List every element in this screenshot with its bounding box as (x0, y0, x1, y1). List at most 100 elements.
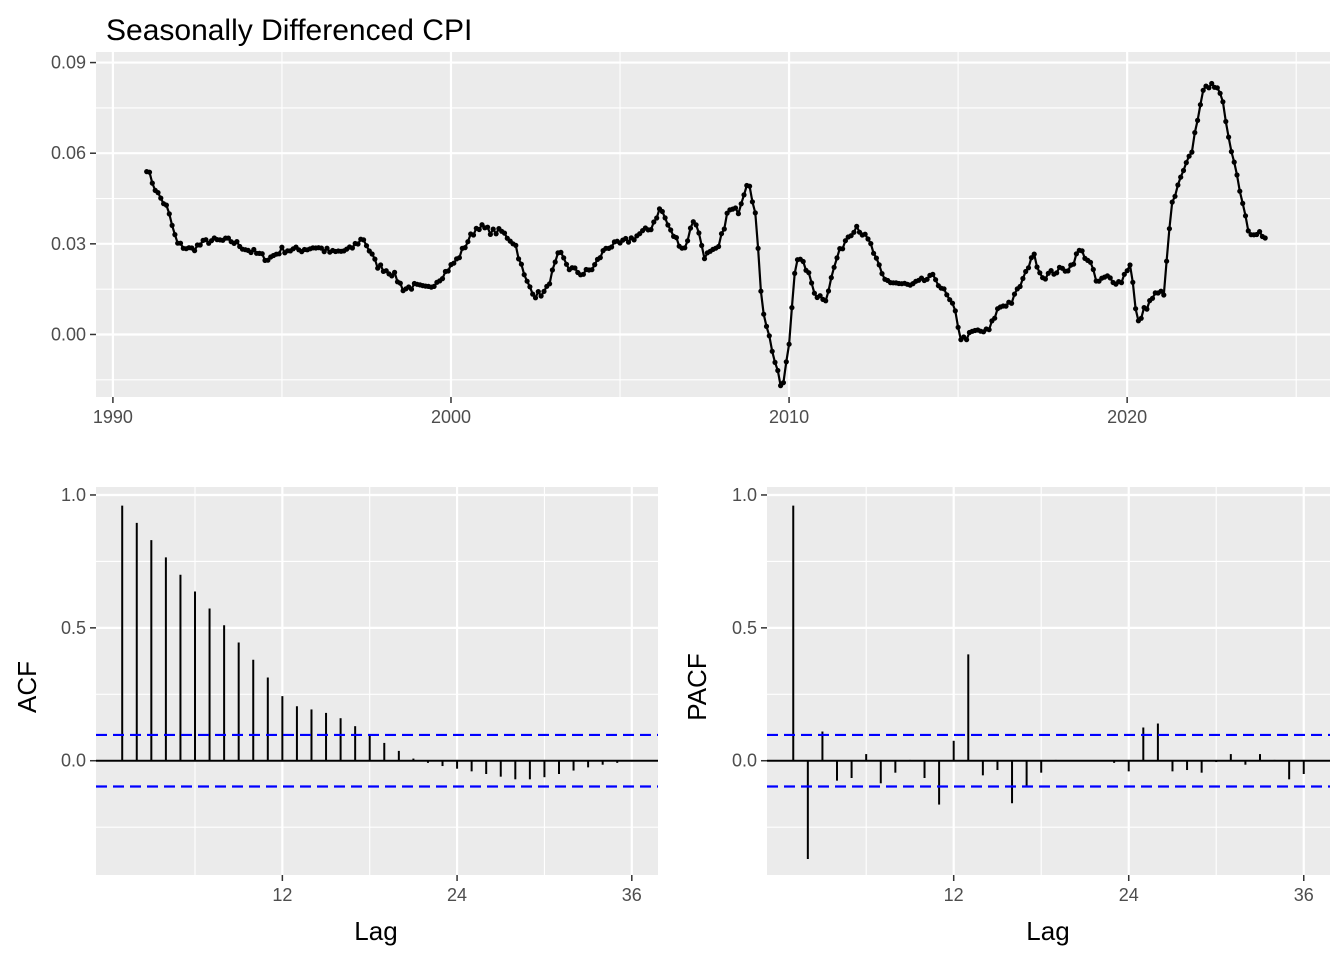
cpi-data-point (149, 180, 155, 186)
cpi-data-point (800, 258, 806, 265)
cpi-data-point (597, 255, 603, 261)
cpi-data-point (1034, 264, 1040, 270)
cpi-data-point (276, 251, 282, 257)
cpi-data-point (487, 231, 493, 237)
cpi-data-point (558, 249, 564, 255)
cpi-data-point (552, 259, 558, 265)
cpi-data-point (834, 255, 840, 261)
cpi-data-point (1011, 291, 1018, 297)
pacf-y-axis-title: PACF (682, 653, 712, 720)
cpi-data-point (659, 208, 665, 215)
cpi-data-point (609, 244, 615, 250)
cpi-data-point (1178, 174, 1184, 180)
cpi-data-point (786, 341, 792, 347)
cpi-data-point (1166, 226, 1172, 232)
cpi-data-point (527, 284, 533, 290)
cpi-data-point (1107, 275, 1113, 281)
cpi-data-point (392, 269, 398, 275)
cpi-data-point (1037, 270, 1043, 276)
cpi-data-point (516, 256, 522, 262)
cpi-data-point (851, 229, 857, 235)
cpi-data-point (197, 242, 203, 248)
cpi-data-point (716, 243, 722, 250)
cpi-x-tick-label: 2020 (1107, 407, 1147, 427)
cpi-data-point (349, 245, 355, 251)
acf-y-tick-label: 0.5 (61, 618, 86, 638)
cpi-data-point (986, 327, 992, 333)
cpi-plot: 1990 2000 2010 2020 0.00 0.03 0.06 0.09 (51, 52, 1330, 427)
cpi-data-point (158, 195, 164, 201)
cpi-data-point (823, 298, 829, 304)
cpi-data-point (1262, 235, 1268, 241)
cpi-data-point (490, 226, 496, 232)
cpi-data-point (1217, 90, 1223, 96)
cpi-data-point (654, 215, 660, 221)
pacf-x-axis-title: Lag (1026, 916, 1069, 946)
cpi-data-point (1054, 270, 1060, 276)
cpi-data-point (163, 202, 169, 208)
cpi-data-point (456, 255, 462, 261)
cpi-data-point (1234, 172, 1240, 178)
cpi-data-point (1245, 228, 1251, 234)
cpi-data-point (665, 222, 671, 228)
cpi-data-point (651, 219, 657, 225)
cpi-data-point (1048, 268, 1054, 274)
cpi-data-point (279, 244, 285, 250)
cpi-data-point (718, 231, 725, 237)
cpi-data-point (1118, 280, 1125, 286)
cpi-data-point (811, 290, 818, 296)
cpi-data-point (735, 211, 742, 217)
cpi-data-point (1130, 279, 1136, 285)
cpi-data-point (372, 256, 378, 262)
cpi-data-point (930, 271, 936, 277)
cpi-data-point (763, 323, 770, 329)
cpi-data-point (1226, 134, 1232, 140)
cpi-data-point (549, 267, 556, 273)
cpi-data-point (470, 232, 477, 238)
cpi-data-point (1031, 251, 1037, 257)
cpi-data-point (318, 245, 324, 251)
cpi-data-point (465, 239, 471, 245)
cpi-data-point (871, 250, 877, 256)
cpi-data-point (1133, 306, 1139, 312)
cpi-data-point (1209, 80, 1215, 87)
cpi-data-point (933, 277, 939, 283)
pacf-y-tick-label: 0.5 (732, 618, 757, 638)
cpi-data-point (1220, 99, 1226, 105)
cpi-data-point (1025, 265, 1032, 271)
cpi-data-point (439, 276, 446, 282)
cpi-data-point (876, 262, 882, 268)
cpi-data-point (809, 280, 815, 286)
cpi-data-point (324, 245, 330, 251)
cpi-data-point (1228, 149, 1234, 155)
cpi-data-point (673, 235, 680, 241)
cpi-data-point (1186, 153, 1192, 159)
cpi-data-point (699, 242, 705, 249)
cpi-data-point (732, 205, 739, 211)
acf-x-tick-label: 36 (622, 885, 642, 905)
cpi-data-point (766, 333, 772, 339)
cpi-data-point (873, 255, 880, 261)
cpi-data-point (1073, 251, 1079, 257)
cpi-data-point (561, 255, 567, 261)
cpi-data-point (701, 256, 708, 262)
cpi-data-point (1240, 200, 1246, 206)
cpi-data-point (769, 348, 775, 354)
cpi-data-point (1223, 118, 1229, 125)
cpi-data-point (648, 227, 654, 233)
cpi-data-point (752, 210, 758, 216)
cpi-data-point (369, 251, 375, 257)
cpi-y-tick-label: 0.03 (51, 234, 86, 254)
cpi-data-point (1121, 271, 1127, 277)
cpi-data-point (234, 239, 240, 245)
cpi-data-point (775, 367, 781, 374)
cpi-data-point (1172, 193, 1178, 199)
cpi-data-point (865, 236, 871, 242)
cpi-data-point (592, 262, 598, 268)
cpi-data-point (547, 281, 553, 287)
acf-x-tick-label: 12 (272, 885, 292, 905)
cpi-data-point (955, 324, 961, 330)
cpi-data-point (518, 261, 525, 267)
cpi-data-point (1079, 248, 1085, 254)
